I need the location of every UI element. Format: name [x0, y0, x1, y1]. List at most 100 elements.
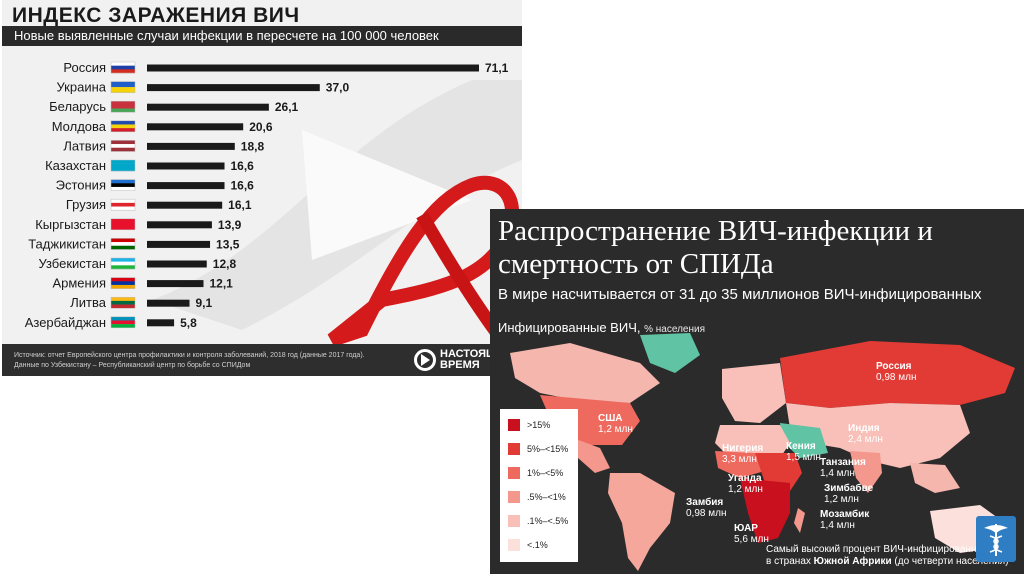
- flag-icon: [110, 238, 136, 250]
- bar-plot: Россия 71,1 Украина 37,0 Беларусь 26,1 Молдова…: [25, 60, 509, 330]
- map-subtitle: В мире насчитывается от 31 до 35 миллион…: [498, 286, 982, 303]
- flag-icon: [110, 316, 136, 329]
- map-region-canada: [510, 343, 660, 403]
- label-uganda: Уганда 1,2 млн: [728, 473, 763, 495]
- bar: [147, 103, 269, 111]
- label-mozambique: Мозамбик 1,4 млн: [820, 509, 870, 531]
- bar-value-label: 16,6: [231, 179, 255, 193]
- bar-value-label: 12,8: [213, 257, 237, 271]
- legend-label: .1%–<.5%: [527, 516, 569, 526]
- label-zimbabwe: Зимбабве 1,2 млн: [824, 483, 874, 505]
- flag-icon: [110, 61, 136, 74]
- map-metric-name: Инфицированные ВИЧ,: [498, 320, 641, 335]
- brand-logo: НАСТОЯЩЕЕ ВРЕМЯ: [414, 348, 514, 372]
- flag-icon: [110, 296, 136, 309]
- medical-caduceus-icon: [976, 516, 1016, 562]
- flag-icon: [110, 81, 136, 93]
- bar-value-label: 26,1: [275, 100, 299, 114]
- flag-icon: [110, 120, 136, 133]
- map-region-madagascar: [794, 508, 805, 533]
- legend-swatch: [508, 539, 520, 551]
- bar-value-label: 5,8: [180, 316, 197, 330]
- legend-swatch: [508, 467, 520, 479]
- map-region-asia: [786, 403, 970, 468]
- category-label: Латвия: [63, 138, 106, 153]
- bar: [147, 221, 212, 229]
- footnote-line-2: в странах Южной Африки (до четверти насе…: [766, 556, 1009, 567]
- chart-subtitle: Новые выявленные случаи инфекции в перес…: [2, 26, 522, 46]
- play-icon: [421, 354, 430, 366]
- category-label: Таджикистан: [28, 236, 106, 251]
- label-south-africa: ЮАР 5,6 млн: [734, 523, 769, 545]
- bar-value-label: 71,1: [485, 61, 509, 75]
- map-legend: >15% 5%–<15% 1%–<5% .5%–<1% .1%–<.5% <.1%: [500, 409, 578, 562]
- map-region-southern-africa: [740, 478, 790, 543]
- map-region-russia: [780, 341, 1015, 408]
- flag-icon: [110, 257, 136, 270]
- bar-value-label: 16,6: [231, 159, 255, 173]
- footnote-line-1: Самый высокий процент ВИЧ-инфицированных: [766, 544, 989, 555]
- bar: [147, 162, 225, 170]
- map-footnote: Самый высокий процент ВИЧ-инфицированных…: [766, 544, 1024, 568]
- chart-footer: Источник: отчет Европейского центра проф…: [2, 344, 522, 376]
- map-metric-label: Инфицированные ВИЧ, % населения: [498, 320, 705, 335]
- category-label: Грузия: [66, 197, 106, 212]
- flag-icon: [110, 140, 136, 152]
- label-india: Индия 2,4 млн: [848, 423, 883, 445]
- bar: [147, 260, 207, 268]
- flag-icon: [110, 159, 136, 172]
- bar: [147, 142, 235, 150]
- bar-value-label: 37,0: [326, 81, 350, 95]
- bar: [147, 84, 320, 92]
- hiv-world-map: Распространение ВИЧ-инфекции и смертност…: [490, 209, 1024, 574]
- category-label: Армения: [52, 276, 106, 291]
- label-nigeria: Нигерия 3,3 млн: [722, 443, 764, 465]
- legend-label: .5%–<1%: [527, 492, 566, 502]
- bar: [147, 182, 225, 190]
- bar: [147, 123, 244, 131]
- label-zambia: Замбия 0,98 млн: [686, 497, 727, 519]
- legend-swatch: [508, 419, 520, 431]
- logo-word-2: ВРЕМЯ: [440, 359, 480, 371]
- bar-value-label: 13,5: [216, 237, 240, 251]
- category-label: Эстония: [56, 178, 106, 193]
- bar-value-label: 12,1: [210, 277, 234, 291]
- world-map: [510, 333, 1015, 571]
- map-region-middle-east: [780, 423, 828, 458]
- flag-icon: [110, 179, 136, 191]
- map-title: Распространение ВИЧ-инфекции и смертност…: [498, 215, 933, 280]
- label-kenya: Кения 1,5 млн: [786, 441, 821, 463]
- map-region-west-africa: [715, 451, 765, 478]
- map-region-se-asia: [910, 463, 960, 493]
- ribbon-background: [152, 80, 522, 347]
- category-label: Литва: [70, 295, 107, 310]
- bar-value-label: 20,6: [249, 120, 273, 134]
- map-region-europe: [722, 363, 786, 423]
- category-label: Молдова: [52, 119, 107, 134]
- legend-label: <.1%: [527, 540, 548, 550]
- label-tanzania: Танзания 1,4 млн: [820, 457, 866, 479]
- flag-icon: [110, 218, 136, 231]
- legend-swatch: [508, 515, 520, 527]
- map-region-india: [850, 451, 882, 493]
- category-label: Россия: [63, 60, 106, 75]
- category-label: Кыргызстан: [35, 217, 106, 232]
- legend-swatch: [508, 491, 520, 503]
- map-region-north-africa: [715, 425, 790, 458]
- bar: [147, 240, 211, 248]
- source-note: Источник: отчет Европейского центра проф…: [14, 352, 365, 369]
- label-russia: Россия 0,98 млн: [876, 361, 917, 383]
- logo-word-1: НАСТОЯЩЕЕ: [440, 348, 512, 360]
- chart-title: ИНДЕКС ЗАРАЖЕНИЯ ВИЧ: [12, 4, 300, 27]
- bar-value-label: 18,8: [241, 139, 265, 153]
- map-region-greenland: [640, 333, 700, 373]
- map-metric-unit: % населения: [644, 324, 706, 335]
- bar: [147, 299, 190, 307]
- legend-label: >15%: [527, 420, 551, 430]
- bar-value-label: 13,9: [218, 218, 242, 232]
- legend-label: 1%–<5%: [527, 468, 564, 478]
- bar: [147, 64, 479, 72]
- play-ring-icon: [414, 349, 436, 371]
- flag-icon: [110, 277, 136, 289]
- legend-label: 5%–<15%: [527, 444, 569, 454]
